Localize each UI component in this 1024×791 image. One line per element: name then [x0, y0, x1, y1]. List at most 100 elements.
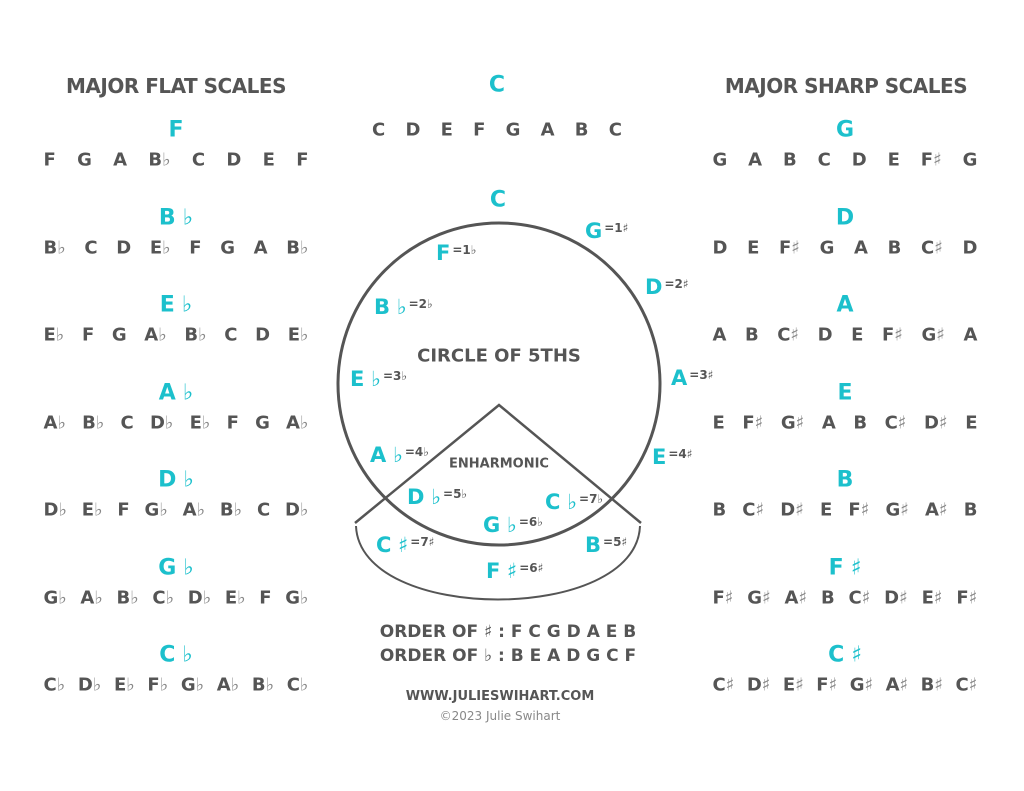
website: WWW.JULIESWIHART.COM: [405, 689, 595, 704]
scale-note: E♯: [921, 587, 943, 608]
scale-note: D♯: [746, 674, 771, 696]
scale-notes: E♭ F G A♭ B♭ C D E♭: [44, 325, 309, 346]
scale-note: B: [744, 324, 759, 346]
scale-note: B♭: [251, 674, 275, 696]
accidental-count: =3♭: [382, 369, 408, 383]
accidental-count: =6♭: [518, 515, 543, 529]
scale-note: B♭: [148, 149, 171, 171]
scale-key-label: D: [835, 205, 855, 230]
scale-notes: D♭ E♭ F G♭ A♭ B♭ C D♭: [44, 500, 309, 521]
scale-note: E: [262, 149, 275, 171]
circle-key-label: D ♭ =5♭: [407, 485, 468, 509]
scale-note: D: [712, 237, 728, 258]
scale-note: F♯: [848, 499, 870, 521]
scale-note: A: [854, 237, 868, 258]
scale-note: G: [962, 149, 978, 171]
scale-note: A: [540, 119, 555, 141]
circle-key-label: F =1♭: [436, 241, 477, 265]
accidental-count: =6♯: [519, 561, 544, 575]
scale-note: A♭: [144, 324, 167, 346]
scale-note: D♯: [924, 412, 948, 433]
scale-notes: A B C♯ D E F♯ G♯ A: [713, 325, 978, 346]
scale-notes: B♭ C D E♭ F G A B♭: [44, 237, 309, 258]
scale-note: E: [820, 499, 833, 521]
scale-note: C♯: [742, 499, 765, 521]
scale-note: B♭: [43, 237, 66, 258]
order-of-sharps: ORDER OF ♯ : F C G D A E B: [379, 622, 637, 642]
scale-note: E♭: [287, 324, 309, 346]
scale-note: B: [574, 119, 589, 141]
scale-note: G♭: [43, 587, 67, 608]
scale-note: B: [783, 149, 797, 171]
scale-note: E: [747, 237, 760, 258]
scale-note: D: [817, 324, 833, 346]
scale-note: D: [851, 149, 867, 171]
scale-key-label: G ♭: [158, 555, 194, 580]
scale-note: C♯: [712, 674, 735, 696]
scale-key-label: B: [836, 467, 854, 493]
scale-notes: C♯ D♯ E♯ F♯ G♯ A♯ B♯ C♯: [713, 675, 978, 696]
scale-note: C: [224, 324, 238, 346]
scale-note: C: [372, 119, 386, 141]
accidental-count: =3♯: [689, 368, 714, 382]
circle-key-label: A ♭ =4♭: [370, 443, 429, 467]
scale-note: C: [191, 149, 206, 171]
scale-note: F♯: [712, 587, 734, 608]
flat-scales-title: MAJOR FLAT SCALES: [66, 74, 287, 98]
scale-key-label: C ♯: [828, 642, 862, 668]
scale-note: F♯: [816, 674, 838, 696]
scale-note: C: [817, 149, 831, 171]
scale-note: D: [116, 237, 132, 258]
circle-key-label: C ♭ =7♭: [545, 490, 604, 514]
scale-note: E: [965, 412, 978, 433]
scale-notes: C♭ D♭ E♭ F♭ G♭ A♭ B♭ C♭: [44, 675, 309, 696]
scale-note: B: [887, 237, 902, 258]
scale-key-label: A ♭: [158, 380, 194, 405]
circle-key-label: B ♭ =2♭: [374, 295, 433, 319]
scale-note: E♭: [224, 587, 246, 608]
circle-key-label: C ♯ =7♯: [376, 533, 435, 557]
circle-title: CIRCLE OF 5THS: [417, 345, 581, 367]
circle-key-label: E =4♯: [652, 445, 693, 469]
circle-key-label: D =2♯: [645, 275, 689, 299]
scale-note: G: [111, 324, 127, 346]
scale-note: B♭: [286, 237, 309, 258]
scale-note: A: [253, 237, 268, 258]
scale-note: F: [189, 237, 202, 258]
scale-note: G♯: [780, 412, 805, 433]
scale-note: E♭: [81, 499, 103, 521]
scale-note: A♭: [80, 587, 103, 608]
scale-note: C♯: [884, 412, 907, 433]
scale-notes: G A B C D E F♯ G: [713, 150, 978, 171]
circle-key-label: E ♭ =3♭: [350, 367, 408, 391]
accidental-count: =2♯: [664, 277, 689, 291]
circle-key-label: G =1♯: [585, 219, 629, 243]
scale-note: F: [473, 119, 486, 141]
scale-note: G♯: [849, 674, 874, 696]
scale-note: C: [84, 237, 98, 258]
scale-note: F: [117, 499, 130, 521]
scale-key-label: F ♯: [828, 555, 862, 580]
scale-note: C: [120, 412, 134, 433]
scale-note: C♯: [777, 324, 800, 346]
scale-note: B: [712, 499, 727, 521]
scale-key-label: D ♭: [158, 467, 194, 493]
scale-note: G: [819, 237, 835, 258]
copyright: ©2023 Julie Swihart: [439, 709, 561, 723]
scale-note: E: [712, 412, 725, 433]
scale-note: B: [820, 587, 835, 608]
accidental-count: =4♯: [668, 447, 693, 461]
scale-notes: F G A B♭ C D E F: [44, 150, 309, 171]
scale-note: A: [821, 412, 836, 433]
scale-note: G♭: [180, 674, 205, 696]
scale-note: D: [962, 237, 978, 258]
scale-note: D: [255, 324, 271, 346]
accidental-count: =7♯: [410, 535, 435, 549]
scale-key-label: F: [168, 117, 184, 143]
accidental-count: =4♭: [404, 445, 429, 459]
scale-note: A♭: [216, 674, 240, 696]
scale-note: E♭: [189, 412, 211, 433]
scale-note: E♭: [43, 324, 65, 346]
